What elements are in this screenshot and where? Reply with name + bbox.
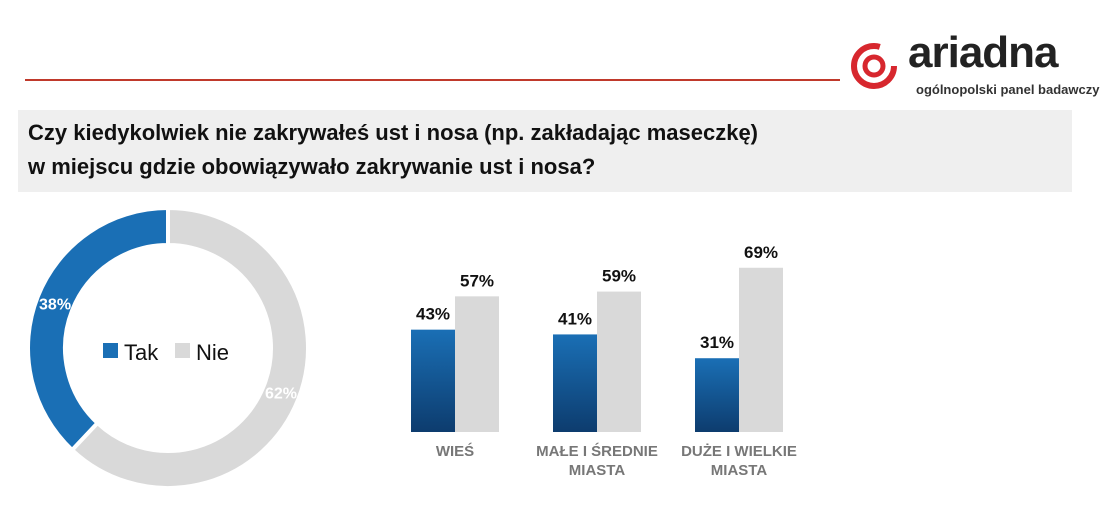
bar-nie-1 bbox=[455, 296, 499, 432]
bar-nie-3 bbox=[739, 267, 783, 432]
category-label-2-line-2: MIASTA bbox=[569, 462, 626, 479]
bar-label-nie-3: 69% bbox=[744, 243, 778, 262]
bar-tak-3 bbox=[695, 358, 739, 432]
category-label-2-line-1: MAŁE I ŚREDNIE bbox=[536, 442, 658, 460]
ariadna-logo-wordmark: ariadna bbox=[908, 28, 1059, 77]
question-line-1: Czy kiedykolwiek nie zakrywałeś ust i no… bbox=[28, 120, 759, 145]
bar-chart: 43% 57% WIEŚ 41% 59% MAŁE I ŚREDNIE MIASTA 31% 6… bbox=[411, 243, 797, 479]
ariadna-logo-icon bbox=[851, 43, 897, 89]
ariadna-logo-tagline: ogólnopolski panel badawczy bbox=[916, 82, 1100, 97]
donut-slice-tak bbox=[26, 205, 170, 453]
header-divider-line bbox=[25, 79, 840, 81]
bar-label-tak-2: 41% bbox=[558, 309, 592, 328]
donut-legend: Tak Nie bbox=[103, 340, 229, 365]
bar-label-tak-3: 31% bbox=[700, 333, 734, 352]
category-label-3-line-2: MIASTA bbox=[711, 462, 768, 479]
question-box: Czy kiedykolwiek nie zakrywałeś ust i no… bbox=[18, 110, 1072, 192]
legend-label-nie: Nie bbox=[196, 340, 229, 365]
donut-label-tak: 38% bbox=[39, 296, 71, 313]
bar-label-tak-1: 43% bbox=[416, 305, 450, 324]
bar-label-nie-1: 57% bbox=[460, 271, 494, 290]
category-label-1-line-1: WIEŚ bbox=[436, 442, 474, 460]
donut-slice-nie bbox=[69, 205, 310, 490]
bar-nie-2 bbox=[597, 291, 641, 432]
legend-swatch-nie bbox=[175, 343, 190, 358]
donut-chart: 38% 62% bbox=[26, 205, 310, 490]
bar-tak-2 bbox=[553, 334, 597, 432]
donut-label-nie: 62% bbox=[265, 386, 297, 403]
bar-label-nie-2: 59% bbox=[602, 267, 636, 286]
bar-tak-1 bbox=[411, 329, 455, 432]
question-line-2: w miejscu gdzie obowiązywało zakrywanie … bbox=[28, 154, 596, 179]
legend-swatch-tak bbox=[103, 343, 118, 358]
category-label-3-line-1: DUŻE I WIELKIE bbox=[681, 443, 797, 460]
legend-label-tak: Tak bbox=[124, 340, 159, 365]
ariadna-logo: ariadna ogólnopolski panel badawczy bbox=[848, 28, 1100, 102]
